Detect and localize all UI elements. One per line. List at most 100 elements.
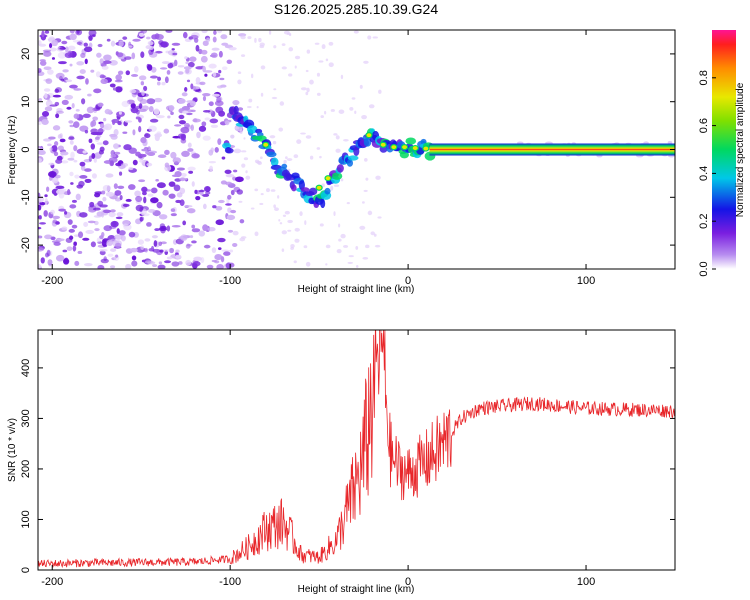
spectrogram-noise-blob <box>75 109 80 112</box>
spectrogram-noise-blob <box>69 84 78 89</box>
spectrogram-noise-blob <box>42 50 52 57</box>
spectrogram-noise-blob <box>283 30 290 35</box>
spectrogram-noise-blob <box>84 178 92 183</box>
spectrogram-noise-blob <box>223 251 231 256</box>
spectrogram-noise-blob <box>161 41 168 48</box>
spectrogram-noise-blob <box>178 261 183 265</box>
spectrogram-noise-blob <box>221 249 230 252</box>
spectrogram-noise-blob <box>225 203 232 206</box>
spectrogram-noise-blob <box>165 30 173 33</box>
spectrogram-noise-blob <box>186 112 193 116</box>
spectrogram-noise-blob <box>319 155 322 159</box>
spectrogram-noise-blob <box>95 71 101 78</box>
spectrogram-noise-blob <box>90 128 99 134</box>
spectrogram-signal-blob <box>270 157 279 167</box>
spectrogram-noise-blob <box>254 188 259 192</box>
spectrogram-noise-blob <box>140 51 145 58</box>
spectrogram-noise-blob <box>122 203 130 208</box>
spectrogram-noise-blob <box>88 35 93 41</box>
spectrogram-x-tick-label: 100 <box>577 275 595 287</box>
spectrogram-noise-blob <box>167 62 174 69</box>
snr-panel: -200 -100 0 100 0 100 200 300 400 Height of str… <box>7 329 676 595</box>
spectrogram-noise-blob <box>193 256 203 262</box>
spectrogram-carrier-line <box>429 143 675 156</box>
spectrogram-noise-blob <box>46 186 50 192</box>
spectrogram-noise-blob <box>141 148 148 152</box>
spectrogram-noise-blob <box>208 101 214 107</box>
snr-x-axis-title: Height of straight line (km) <box>298 584 415 595</box>
spectrogram-noise-blob <box>78 180 85 187</box>
spectrogram-noise-blob <box>106 38 111 42</box>
spectrogram-noise-blob <box>187 142 192 148</box>
spectrogram-noise-blob <box>147 64 153 71</box>
spectrogram-noise-blob <box>250 207 255 210</box>
spectrogram-peak-blob <box>422 145 430 152</box>
spectrogram-noise-blob <box>294 227 300 232</box>
spectrogram-noise-blob <box>177 133 186 140</box>
spectrogram-noise-blob <box>235 176 244 183</box>
spectrogram-noise-blob <box>230 209 237 214</box>
spectrogram-noise-blob <box>160 241 167 245</box>
spectrogram-noise-blob <box>39 222 46 225</box>
spectrogram-noise-blob <box>336 249 342 254</box>
spectrogram-noise-blob <box>239 129 243 135</box>
colorbar-tick-label: 0.0 <box>698 261 710 276</box>
spectrogram-noise-blob <box>61 99 69 106</box>
spectrogram-noise-blob <box>91 152 96 159</box>
spectrogram-noise-blob <box>82 113 91 118</box>
spectrogram-noise-blob <box>122 131 128 134</box>
spectrogram-noise-blob <box>321 44 326 50</box>
spectrogram-noise-blob <box>180 234 188 242</box>
spectrogram-noise-blob <box>213 30 217 35</box>
spectrogram-noise-blob <box>73 159 78 163</box>
spectrogram-noise-blob <box>186 79 191 83</box>
spectrogram-noise-blob <box>309 155 314 160</box>
spectrogram-noise-blob <box>192 85 197 91</box>
spectrogram-noise-blob <box>243 137 246 140</box>
spectrogram-noise-blob <box>44 194 48 198</box>
spectrogram-noise-blob <box>224 120 230 126</box>
spectrogram-noise-blob <box>272 140 277 145</box>
spectrogram-noise-blob <box>177 71 184 75</box>
spectrogram-noise-blob <box>83 263 93 267</box>
spectrogram-noise-blob <box>38 235 43 239</box>
spectrogram-noise-blob <box>157 264 166 269</box>
spectrogram-noise-blob <box>151 66 157 73</box>
spectrogram-noise-blob <box>64 210 68 215</box>
spectrogram-noise-blob <box>107 253 114 257</box>
spectrogram-noise-blob <box>234 126 240 130</box>
spectrogram-noise-blob <box>96 128 105 133</box>
spectrogram-noise-blob <box>274 207 279 212</box>
spectrogram-noise-blob <box>268 30 272 35</box>
spectrogram-noise-blob <box>367 35 372 40</box>
spectrogram-noise-blob <box>59 138 66 143</box>
spectrogram-noise-blob <box>185 259 192 266</box>
spectrogram-noise-blob <box>97 264 105 269</box>
spectrogram-noise-blob <box>236 189 243 195</box>
spectrogram-noise-blob <box>260 65 266 70</box>
spectrogram-noise-blob <box>148 106 154 113</box>
spectrogram-noise-blob <box>128 231 136 238</box>
spectrogram-noise-blob <box>47 259 53 266</box>
spectrogram-noise-blob <box>110 40 116 47</box>
spectrogram-noise-blob <box>79 161 86 167</box>
spectrogram-noise-blob <box>69 124 75 128</box>
spectrogram-noise-blob <box>100 258 109 264</box>
spectrogram-noise-blob <box>325 263 328 266</box>
spectrogram-noise-blob <box>53 241 61 246</box>
spectrogram-noise-blob <box>59 47 67 50</box>
spectrogram-noise-blob <box>118 171 123 176</box>
spectrogram-noise-blob <box>38 119 41 122</box>
spectrogram-noise-blob <box>182 110 189 114</box>
spectrogram-noise-blob <box>293 154 299 159</box>
spectrogram-noise-blob <box>103 54 112 61</box>
spectrogram-noise-blob <box>154 50 163 54</box>
spectrogram-noise-blob <box>227 229 234 233</box>
spectrogram-noise-blob <box>149 75 159 79</box>
spectrogram-noise-blob <box>130 102 136 109</box>
spectrogram-noise-blob <box>187 61 195 68</box>
spectrogram-noise-blob <box>205 186 211 193</box>
spectrogram-noise-blob <box>191 224 196 229</box>
spectrogram-noise-blob <box>88 138 93 143</box>
spectrogram-noise-blob <box>189 56 197 62</box>
